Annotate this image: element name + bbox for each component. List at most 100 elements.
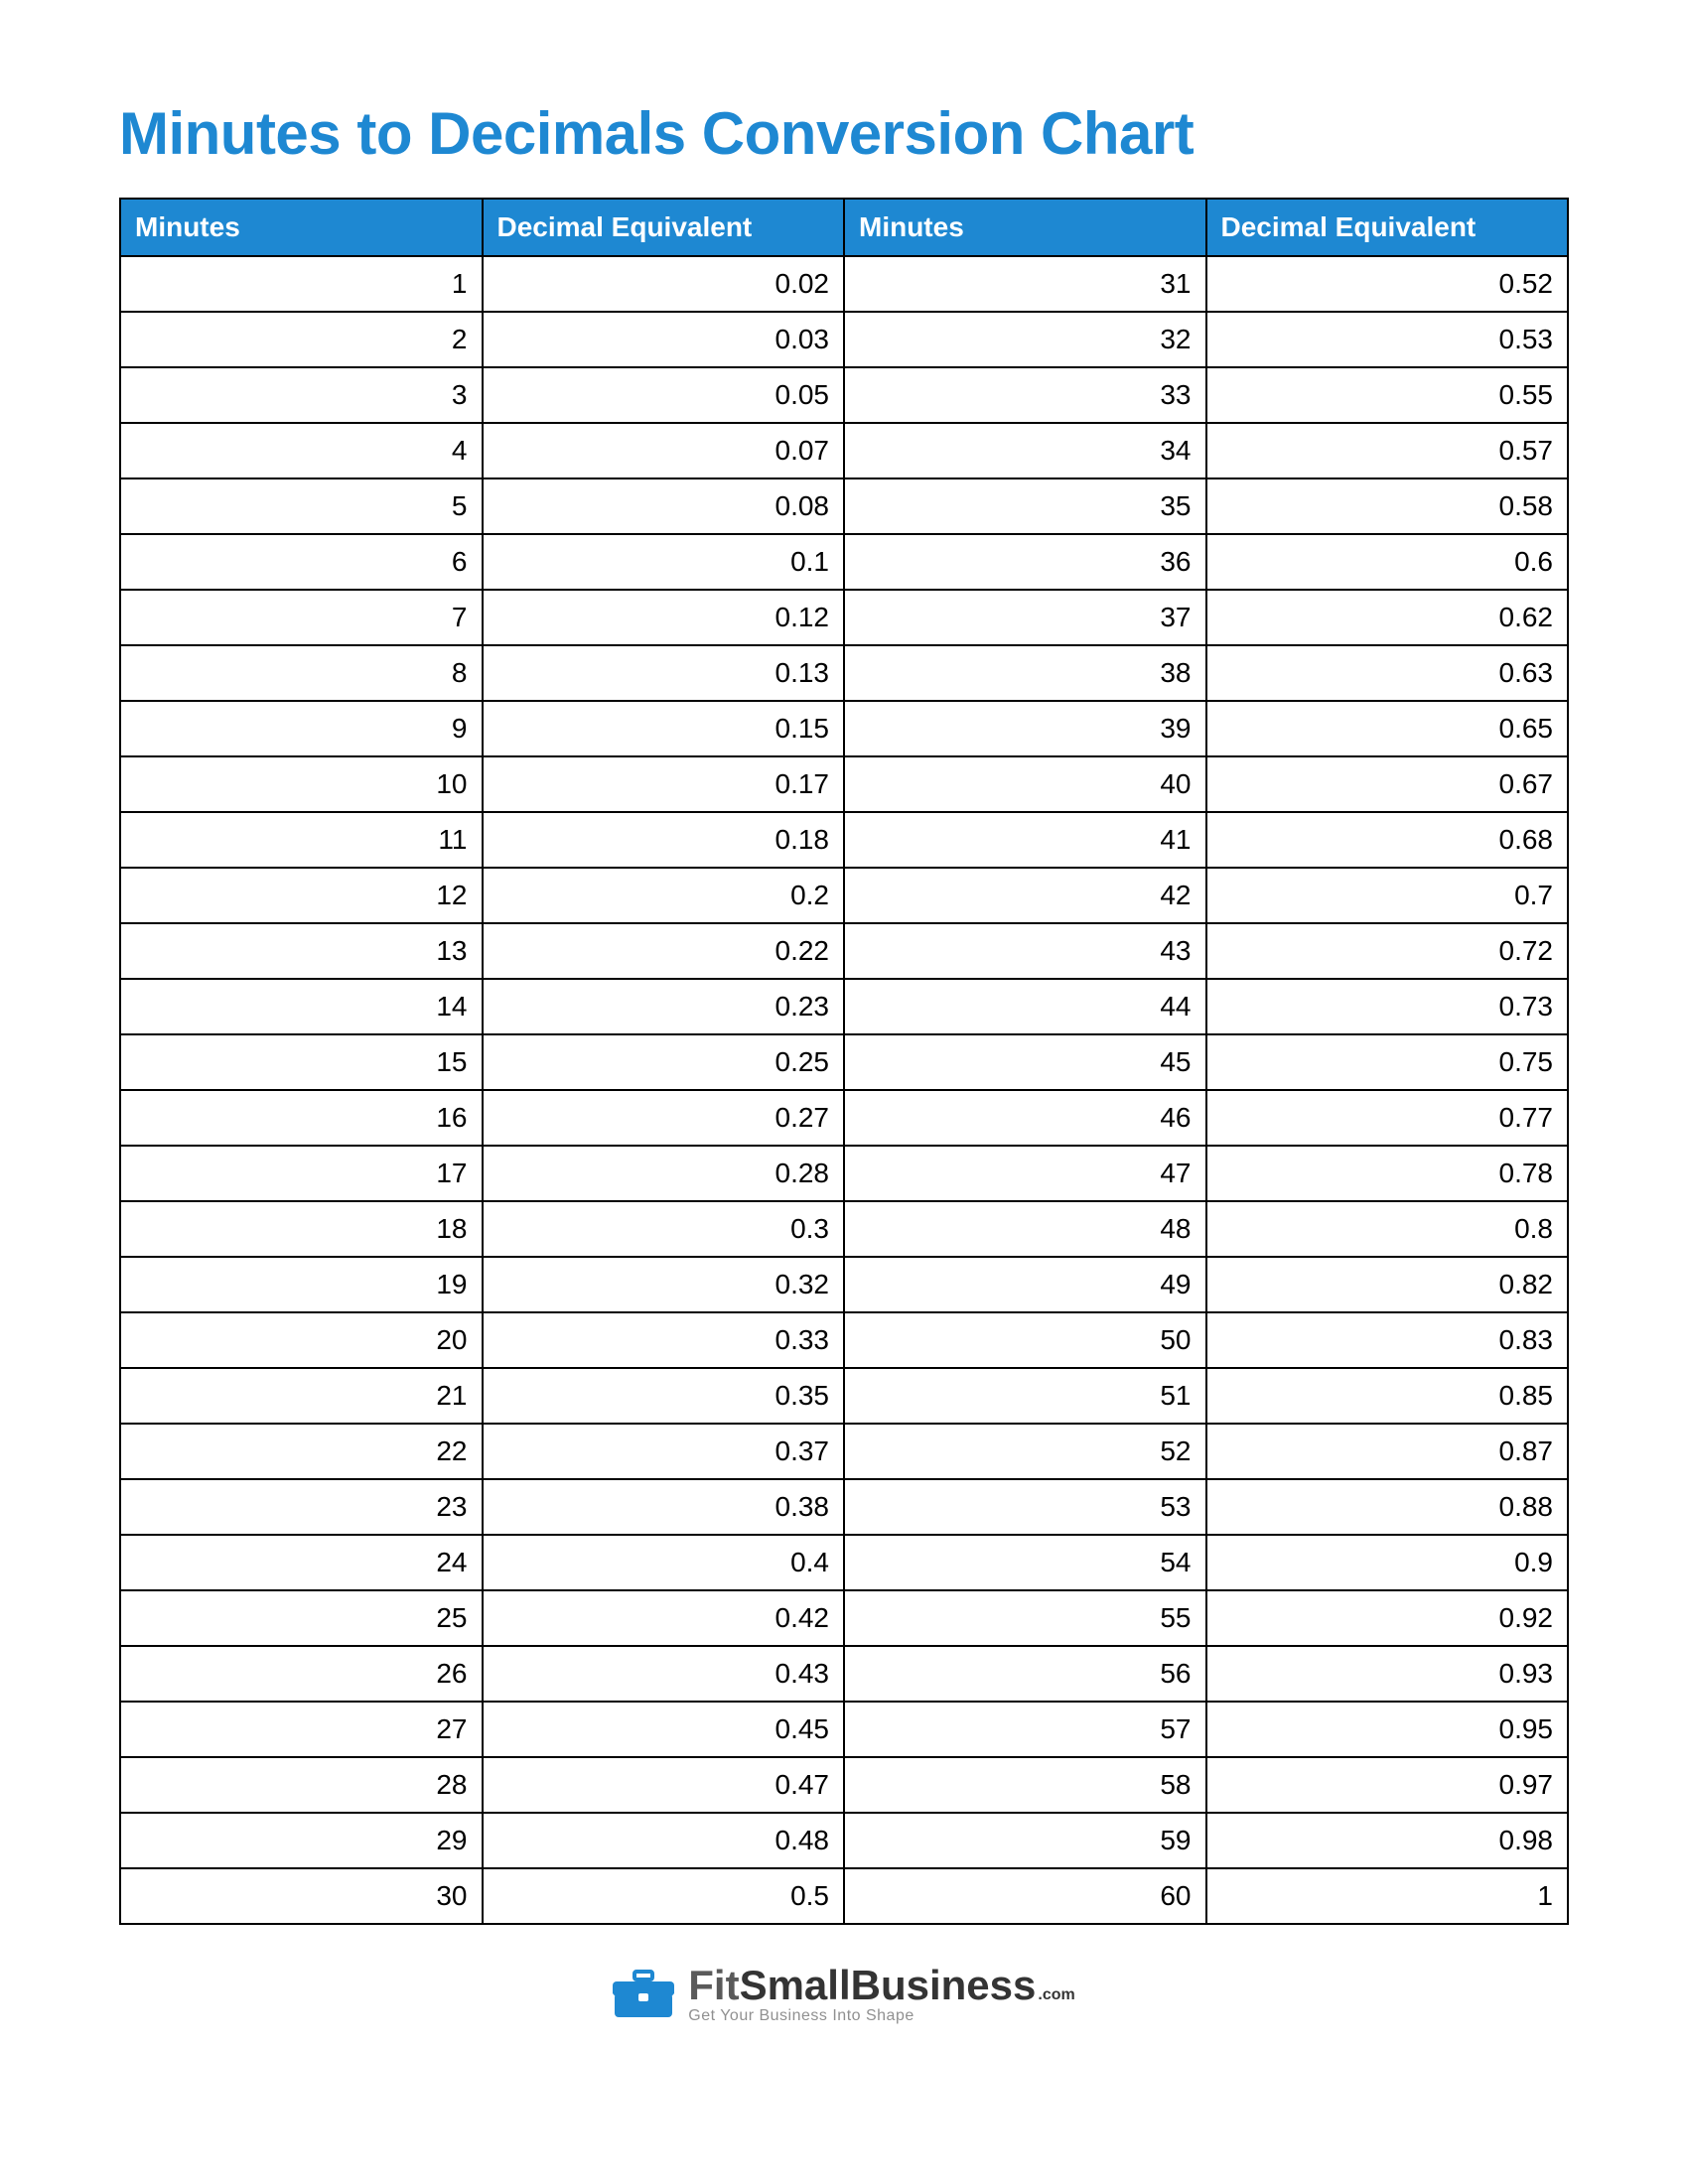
table-cell: 0.78 [1206, 1146, 1569, 1201]
table-cell: 41 [844, 812, 1206, 868]
table-cell: 57 [844, 1702, 1206, 1757]
col-header: Decimal Equivalent [483, 199, 845, 256]
table-cell: 7 [120, 590, 483, 645]
table-cell: 0.07 [483, 423, 845, 478]
table-cell: 49 [844, 1257, 1206, 1312]
table-cell: 0.6 [1206, 534, 1569, 590]
table-cell: 0.45 [483, 1702, 845, 1757]
col-header: Decimal Equivalent [1206, 199, 1569, 256]
table-row: 150.25450.75 [120, 1034, 1568, 1090]
table-cell: 33 [844, 367, 1206, 423]
table-row: 230.38530.88 [120, 1479, 1568, 1535]
table-cell: 58 [844, 1757, 1206, 1813]
table-cell: 9 [120, 701, 483, 756]
table-row: 110.18410.68 [120, 812, 1568, 868]
table-cell: 0.92 [1206, 1590, 1569, 1646]
table-cell: 0.38 [483, 1479, 845, 1535]
logo-text: Fit Small Business .com Get Your Busines… [688, 1965, 1074, 2024]
table-cell: 35 [844, 478, 1206, 534]
logo-word-business: Business [851, 1965, 1037, 2006]
table-cell: 0.88 [1206, 1479, 1569, 1535]
table-cell: 0.87 [1206, 1424, 1569, 1479]
table-cell: 44 [844, 979, 1206, 1034]
table-cell: 21 [120, 1368, 483, 1424]
table-cell: 0.13 [483, 645, 845, 701]
table-cell: 0.5 [483, 1868, 845, 1924]
table-row: 180.3480.8 [120, 1201, 1568, 1257]
col-header: Minutes [844, 199, 1206, 256]
table-cell: 0.03 [483, 312, 845, 367]
logo-tagline: Get Your Business Into Shape [688, 2008, 1074, 2024]
table-row: 60.1360.6 [120, 534, 1568, 590]
table-row: 260.43560.93 [120, 1646, 1568, 1702]
logo-word-fit: Fit [688, 1965, 739, 2006]
table-cell: 0.2 [483, 868, 845, 923]
table-cell: 0.48 [483, 1813, 845, 1868]
table-cell: 0.58 [1206, 478, 1569, 534]
logo-main-line: Fit Small Business .com [688, 1965, 1074, 2006]
table-cell: 0.42 [483, 1590, 845, 1646]
table-cell: 5 [120, 478, 483, 534]
table-cell: 0.95 [1206, 1702, 1569, 1757]
table-cell: 0.02 [483, 256, 845, 312]
table-cell: 0.77 [1206, 1090, 1569, 1146]
table-cell: 19 [120, 1257, 483, 1312]
table-row: 270.45570.95 [120, 1702, 1568, 1757]
table-cell: 0.4 [483, 1535, 845, 1590]
table-row: 80.13380.63 [120, 645, 1568, 701]
table-cell: 27 [120, 1702, 483, 1757]
table-cell: 6 [120, 534, 483, 590]
table-cell: 40 [844, 756, 1206, 812]
table-cell: 31 [844, 256, 1206, 312]
table-cell: 1 [1206, 1868, 1569, 1924]
table-cell: 3 [120, 367, 483, 423]
table-cell: 4 [120, 423, 483, 478]
table-cell: 26 [120, 1646, 483, 1702]
footer-logo: Fit Small Business .com Get Your Busines… [119, 1965, 1569, 2024]
table-cell: 0.93 [1206, 1646, 1569, 1702]
table-cell: 0.63 [1206, 645, 1569, 701]
table-cell: 0.33 [483, 1312, 845, 1368]
table-cell: 17 [120, 1146, 483, 1201]
table-cell: 0.17 [483, 756, 845, 812]
table-cell: 0.68 [1206, 812, 1569, 868]
table-cell: 0.62 [1206, 590, 1569, 645]
table-row: 20.03320.53 [120, 312, 1568, 367]
table-cell: 0.67 [1206, 756, 1569, 812]
table-row: 100.17400.67 [120, 756, 1568, 812]
table-cell: 0.55 [1206, 367, 1569, 423]
table-cell: 0.05 [483, 367, 845, 423]
table-cell: 51 [844, 1368, 1206, 1424]
table-row: 50.08350.58 [120, 478, 1568, 534]
table-cell: 0.52 [1206, 256, 1569, 312]
table-row: 160.27460.77 [120, 1090, 1568, 1146]
table-row: 250.42550.92 [120, 1590, 1568, 1646]
table-row: 200.33500.83 [120, 1312, 1568, 1368]
table-cell: 1 [120, 256, 483, 312]
table-cell: 56 [844, 1646, 1206, 1702]
table-cell: 25 [120, 1590, 483, 1646]
table-cell: 37 [844, 590, 1206, 645]
table-row: 130.22430.72 [120, 923, 1568, 979]
table-cell: 0.3 [483, 1201, 845, 1257]
table-cell: 60 [844, 1868, 1206, 1924]
table-cell: 0.72 [1206, 923, 1569, 979]
table-cell: 52 [844, 1424, 1206, 1479]
table-cell: 36 [844, 534, 1206, 590]
table-cell: 22 [120, 1424, 483, 1479]
page-title: Minutes to Decimals Conversion Chart [119, 99, 1569, 168]
table-cell: 0.15 [483, 701, 845, 756]
table-row: 70.12370.62 [120, 590, 1568, 645]
table-row: 170.28470.78 [120, 1146, 1568, 1201]
table-cell: 12 [120, 868, 483, 923]
table-row: 300.5601 [120, 1868, 1568, 1924]
table-row: 290.48590.98 [120, 1813, 1568, 1868]
table-cell: 0.35 [483, 1368, 845, 1424]
table-cell: 0.57 [1206, 423, 1569, 478]
table-cell: 55 [844, 1590, 1206, 1646]
table-cell: 15 [120, 1034, 483, 1090]
table-cell: 0.12 [483, 590, 845, 645]
table-row: 240.4540.9 [120, 1535, 1568, 1590]
table-cell: 47 [844, 1146, 1206, 1201]
table-cell: 0.47 [483, 1757, 845, 1813]
